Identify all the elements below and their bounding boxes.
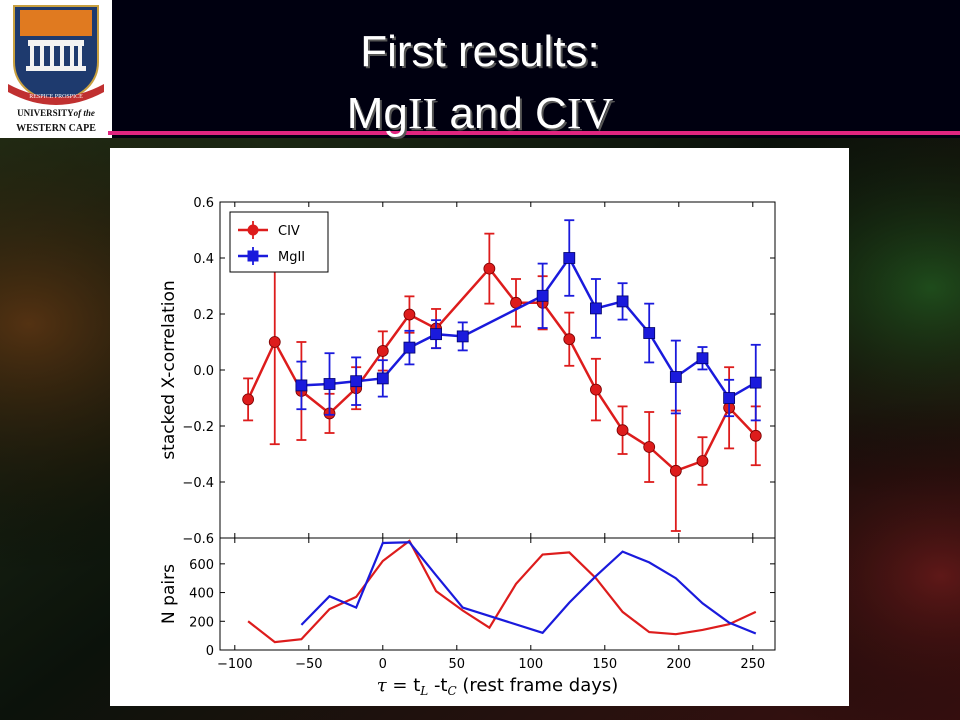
mgii-data-point	[350, 375, 363, 388]
x-axis-label: τ = tL -tC (rest frame days)	[377, 675, 619, 698]
x-axis-label-part: τ =	[377, 675, 413, 696]
logo-university-text: UNIVERSITYof the	[17, 108, 95, 118]
mgii-data-point	[723, 392, 736, 404]
x-axis-label-part: (rest frame days)	[457, 675, 619, 696]
upper-y-tick-label: 0.2	[193, 308, 214, 323]
civ-data-point	[643, 441, 656, 453]
x-axis-label-part: L	[419, 684, 428, 698]
lower-plot-frame	[219, 537, 776, 651]
civ-data-point	[590, 383, 602, 396]
x-tick-label: 250	[740, 657, 765, 672]
mgii-data-point	[430, 328, 442, 341]
civ-data-point	[483, 262, 496, 275]
lower-y-tick-label: 400	[189, 587, 214, 602]
x-tick-label: −100	[217, 657, 253, 672]
university-logo: RESPICE PROSPICE UNIVERSITYof the WESTER…	[0, 0, 112, 138]
mgii-data-point	[323, 378, 336, 390]
civ-data-point	[403, 308, 416, 321]
mgii-data-point	[536, 289, 549, 302]
upper-y-tick-label: 0.4	[193, 252, 214, 267]
civ-data-point	[376, 345, 389, 357]
upper-y-tick-label: 0.0	[193, 364, 214, 379]
x-tick-label: 50	[449, 657, 466, 672]
x-axis-label-part: t	[413, 675, 420, 696]
slide-title-line1: First results:	[360, 27, 600, 76]
logo-western-cape-text: WESTERN CAPE	[16, 123, 96, 134]
mgii-data-point	[669, 371, 682, 383]
x-axis-label-part: -t	[428, 675, 447, 696]
x-tick-label: 200	[666, 657, 691, 672]
correlation-chart: −0.6 −0.4 −0.2 0.0 0.2 0.4 0.6 0 200 400 600 −100 −5…	[159, 196, 776, 698]
civ-series-line	[246, 266, 757, 473]
crest-icon: RESPICE PROSPICE UNIVERSITYof the WESTER…	[8, 5, 104, 134]
header-divider	[108, 131, 960, 135]
mgii-series-line	[301, 255, 757, 400]
chart-panel: −0.6 −0.4 −0.2 0.0 0.2 0.4 0.6 0 200 400 600 −100 −5…	[110, 148, 849, 706]
civ-data-point	[268, 336, 281, 348]
civ-data-point	[242, 393, 255, 406]
mgii-data-point	[403, 341, 416, 354]
legend-civ-label: CIV	[278, 224, 300, 239]
lower-y-tick-label: 0	[206, 644, 214, 659]
mgii-data-point	[376, 372, 389, 385]
mgii-data-point	[616, 295, 629, 308]
legend-civ-marker	[247, 224, 259, 236]
lower-y-axis-label: N pairs	[159, 564, 179, 624]
mgii-data-point	[563, 252, 576, 264]
civ-data-point	[749, 429, 762, 442]
upper-y-tick-label: 0.6	[193, 196, 214, 211]
lower-y-tick-label: 200	[189, 615, 214, 630]
upper-y-tick-label: −0.2	[182, 420, 214, 435]
mgii-data-point	[696, 352, 709, 365]
civ-npairs-line	[247, 539, 757, 644]
slide-title-line2: MgII and CIV	[346, 89, 614, 138]
x-tick-label: 0	[379, 657, 387, 672]
upper-y-tick-label: −0.6	[182, 532, 214, 547]
lower-y-tick-label: 600	[189, 558, 214, 573]
civ-data-point	[696, 455, 709, 467]
legend-mgii-marker	[247, 250, 259, 262]
upper-y-tick-label: −0.4	[182, 476, 214, 491]
mgii-npairs-line	[300, 541, 757, 635]
legend-mgii-label: MgII	[278, 250, 305, 265]
mgii-data-point	[590, 302, 602, 315]
logo-motto: RESPICE PROSPICE	[29, 94, 83, 100]
mgii-data-point	[643, 327, 656, 339]
x-tick-label: −50	[295, 657, 322, 672]
x-axis-label-part: C	[448, 684, 457, 698]
slide-header	[0, 0, 960, 138]
civ-data-point	[563, 333, 576, 346]
civ-data-point	[616, 424, 629, 437]
x-tick-label: 100	[518, 657, 543, 672]
legend-box	[229, 211, 329, 273]
civ-data-point	[669, 464, 682, 477]
mgii-data-point	[295, 379, 308, 392]
x-tick-label: 150	[592, 657, 617, 672]
upper-y-axis-label: stacked X-correlation	[159, 280, 179, 459]
mgii-data-point	[749, 376, 762, 389]
mgii-data-point	[456, 330, 469, 343]
